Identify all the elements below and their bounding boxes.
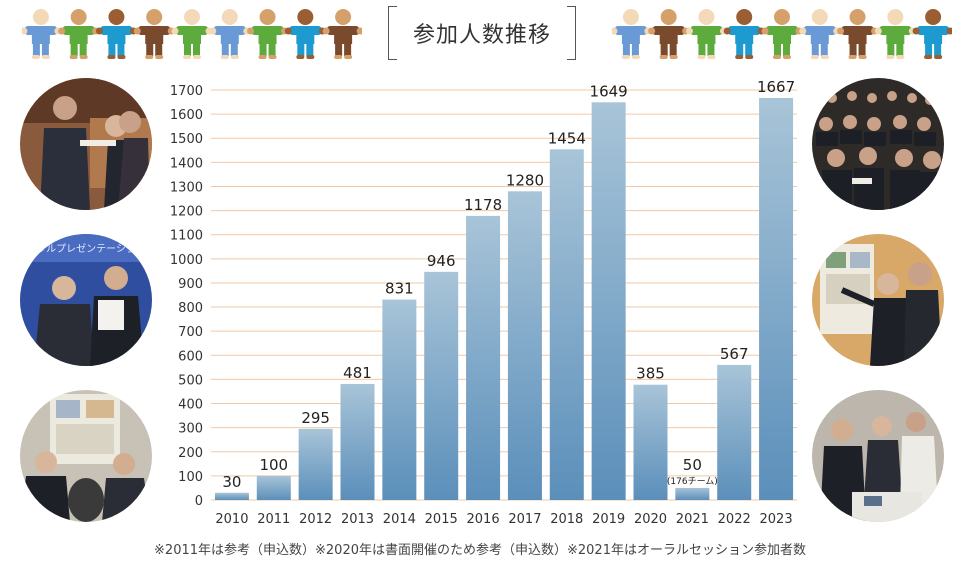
x-tick-label: 2016 <box>467 512 500 527</box>
people-figures-left <box>22 9 362 59</box>
bar-2010 <box>214 492 249 500</box>
bar-value-label: 1454 <box>548 129 586 147</box>
y-tick-label: 1300 <box>170 180 203 195</box>
x-tick-label: 2020 <box>634 512 667 527</box>
chart-title: 参加人数推移 <box>412 23 551 48</box>
bar-2014 <box>382 299 417 500</box>
x-tick-label: 2023 <box>760 512 793 527</box>
photo-poster-session-students <box>20 390 152 522</box>
bar-value-label: 295 <box>301 409 330 427</box>
photo-lecture-hall-audience <box>812 78 944 210</box>
y-tick-label: 1200 <box>170 205 203 220</box>
svg-text:ラルプレゼンテーショ: ラルプレゼンテーショ <box>36 243 136 255</box>
people-figures-right <box>612 9 952 59</box>
title-bracket-left <box>388 6 397 60</box>
bar-2019 <box>591 102 626 501</box>
bar-2018 <box>549 149 584 500</box>
bar-value-label: 481 <box>343 364 372 382</box>
bar-value-label: 1280 <box>506 171 544 189</box>
bar-value-label: 1178 <box>464 196 502 214</box>
y-tick-label: 900 <box>178 277 203 292</box>
y-tick-label: 1100 <box>170 229 203 244</box>
bar-annotation: (176チーム) <box>667 476 718 487</box>
person-figure-icon <box>685 9 727 59</box>
y-tick-label: 200 <box>178 446 203 461</box>
bar-2012 <box>298 428 333 500</box>
bar-value-label: 50 <box>683 456 702 474</box>
person-figure-icon <box>723 9 765 59</box>
bar-2023 <box>759 97 794 500</box>
x-tick-label: 2014 <box>383 512 416 527</box>
person-figure-icon <box>133 9 175 59</box>
y-tick-label: 800 <box>178 301 203 316</box>
bar-2022 <box>717 364 752 500</box>
person-figure-icon <box>912 9 952 59</box>
x-tick-label: 2015 <box>425 512 458 527</box>
bar-value-label: 1649 <box>590 82 628 100</box>
x-tick-label: 2011 <box>257 512 290 527</box>
x-tick-label: 2013 <box>341 512 374 527</box>
x-tick-label: 2017 <box>508 512 541 527</box>
y-tick-label: 1500 <box>170 132 203 147</box>
photo-certificate-presentation: ラルプレゼンテーショ <box>20 234 152 366</box>
y-tick-label: 1600 <box>170 108 203 123</box>
bar-value-label: 567 <box>720 345 749 363</box>
person-figure-icon <box>171 9 213 59</box>
photo-award-ceremony <box>20 78 152 210</box>
bar-2021 <box>675 487 710 500</box>
x-tick-label: 2022 <box>718 512 751 527</box>
title-bracket-right <box>567 6 576 60</box>
bar-value-label: 831 <box>385 280 414 298</box>
x-tick-label: 2021 <box>676 512 709 527</box>
bar-value-label: 100 <box>259 456 288 474</box>
y-tick-label: 700 <box>178 325 203 340</box>
person-figure-icon <box>209 9 251 59</box>
x-tick-label: 2010 <box>215 512 248 527</box>
y-tick-label: 1700 <box>170 84 203 99</box>
person-figure-icon <box>322 9 362 59</box>
y-tick-label: 1000 <box>170 253 203 268</box>
y-tick-label: 500 <box>178 373 203 388</box>
bar-value-label: 30 <box>222 473 241 491</box>
x-tick-label: 2018 <box>550 512 583 527</box>
person-figure-icon <box>799 9 841 59</box>
bar-2013 <box>340 383 375 500</box>
bar-2011 <box>256 475 291 500</box>
photo-poster-discussion <box>812 234 944 366</box>
bar-2020 <box>633 384 668 500</box>
x-tick-label: 2019 <box>592 512 625 527</box>
bar-2017 <box>507 191 542 500</box>
bar-2015 <box>424 271 459 500</box>
y-tick-label: 600 <box>178 349 203 364</box>
y-tick-label: 1400 <box>170 156 203 171</box>
person-figure-icon <box>22 9 62 59</box>
y-tick-label: 100 <box>178 470 203 485</box>
person-figure-icon <box>761 9 803 59</box>
footnote: ※2011年は参考（申込数）※2020年は書面開催のため参考（申込数）※2021… <box>154 543 806 558</box>
person-figure-icon <box>837 9 879 59</box>
bar-2016 <box>466 215 501 501</box>
person-figure-icon <box>95 9 137 59</box>
bar-value-label: 946 <box>427 252 456 270</box>
x-tick-label: 2012 <box>299 512 332 527</box>
y-tick-label: 0 <box>195 494 203 509</box>
bar-value-label: 385 <box>636 365 665 383</box>
photo-group-discussion <box>812 390 944 522</box>
chart-title-box: 参加人数推移 <box>388 6 576 60</box>
person-figure-icon <box>58 9 100 59</box>
person-figure-icon <box>247 9 289 59</box>
person-figure-icon <box>284 9 326 59</box>
y-tick-label: 300 <box>178 422 203 437</box>
bar-value-label: 1667 <box>757 78 795 96</box>
y-tick-label: 400 <box>178 398 203 413</box>
